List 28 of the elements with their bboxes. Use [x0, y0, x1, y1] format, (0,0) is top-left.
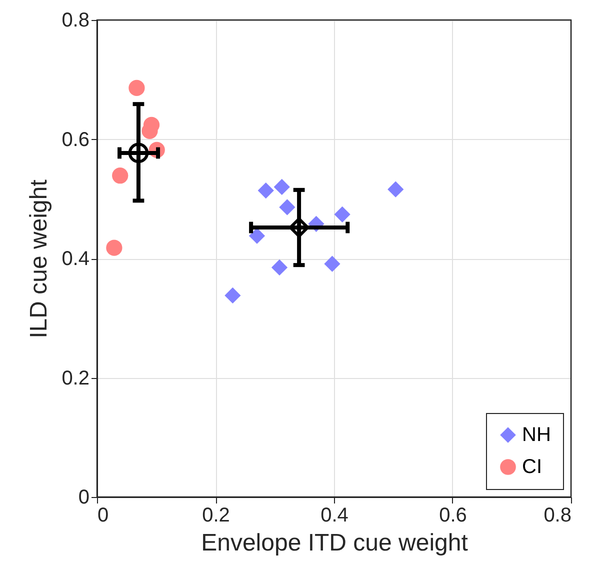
point [388, 181, 404, 198]
x-tick-label: 0 [98, 504, 109, 526]
point [334, 206, 350, 222]
point [248, 228, 266, 244]
x-tick-label: 0.2 [202, 504, 230, 526]
point [324, 256, 340, 272]
x-axis-title: Envelope ITD cue weight [201, 530, 468, 556]
y-tick-label: 0 [78, 486, 90, 508]
point [274, 178, 290, 196]
y-tick-label: 0.2 [62, 367, 90, 390]
x-tick-label: 0.8 [544, 504, 572, 526]
point [128, 80, 145, 96]
point [106, 240, 122, 256]
y-tick-label: 0.8 [62, 10, 90, 32]
point [279, 199, 296, 216]
y-tick-label: 0.4 [62, 248, 90, 270]
x-tick-label: 0.4 [320, 504, 348, 526]
y-tick-label: 0.6 [62, 128, 90, 151]
legend-label: NH [522, 424, 551, 446]
point [258, 182, 274, 199]
y-axis-title: ILD cue weight [26, 179, 53, 338]
point [288, 217, 310, 238]
point [112, 168, 128, 184]
x-tick-label: 0.6 [439, 504, 467, 526]
point [224, 287, 241, 304]
legend-label: CI [522, 456, 542, 478]
point [128, 142, 149, 164]
point [271, 259, 288, 276]
